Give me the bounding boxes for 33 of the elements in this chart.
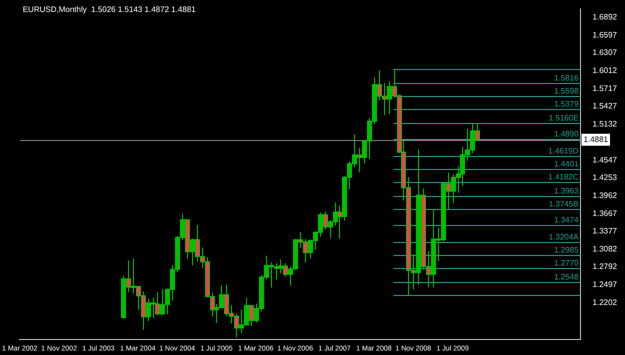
y-tick-label: 1.2202 xyxy=(592,298,618,308)
y-tick-label: 1.2792 xyxy=(592,262,618,272)
ref-line-label: 1.4890 xyxy=(554,130,580,139)
y-tick-label: 1.3082 xyxy=(592,244,618,254)
y-tick-label: 1.6012 xyxy=(592,66,618,76)
y-tick-label: 1.2497 xyxy=(592,280,618,290)
y-tick-label: 1.5717 xyxy=(592,84,618,93)
y-tick-label: 1.4547 xyxy=(592,155,618,164)
ref-line-label: 1.4182C xyxy=(548,172,579,182)
ref-line-label: 1.5160E xyxy=(548,114,579,123)
y-tick-label: 1.4253 xyxy=(592,173,618,182)
y-tick-label: 1.6892 xyxy=(592,12,618,22)
ref-line-label: 1.5379 xyxy=(554,100,580,109)
ref-line-label: 1.5816 xyxy=(554,74,580,83)
ref-line-label: 1.4401 xyxy=(554,160,580,169)
ref-line-label: 1.2770 xyxy=(554,258,580,268)
y-tick-label: 1.3962 xyxy=(592,190,618,200)
ref-line-label: 1.3745B xyxy=(548,200,579,209)
ref-line-label: 1.2985 xyxy=(554,246,580,255)
y-tick-label: 1.6307 xyxy=(592,48,618,58)
ref-line-label: 1.4619D xyxy=(548,146,579,156)
ref-line-label: 1.4881 xyxy=(584,134,609,144)
y-tick-label: 1.6597 xyxy=(592,30,618,40)
ref-line-label: 1.3963 xyxy=(554,186,580,196)
ref-line-label: 1.2548 xyxy=(554,272,580,282)
y-tick-label: 1.3377 xyxy=(592,226,618,236)
y-tick-label: 1.5427 xyxy=(592,102,618,111)
y-tick-label: 1.3667 xyxy=(592,208,618,218)
chart-title: EURUSD,Monthly 1.5026 1.5143 1.4872 1.4881 xyxy=(22,5,196,14)
ref-line-label: 1.3474 xyxy=(554,216,580,225)
ref-line-label: 1.3204A xyxy=(548,232,580,242)
ref-line-label: 1.5598 xyxy=(554,86,580,96)
y-tick-label: 1.5132 xyxy=(592,120,618,129)
